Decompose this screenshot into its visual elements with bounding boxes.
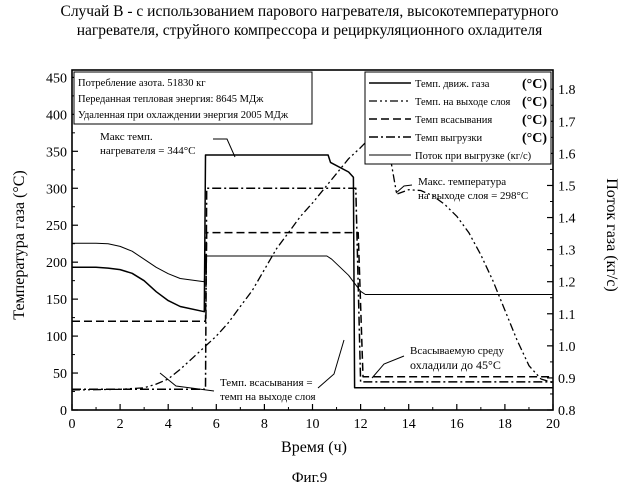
x-tick-label: 16 [450,417,464,432]
x-tick-label: 0 [69,417,76,432]
legend-entry-2: Темп. на выходе слоя [415,97,510,108]
y-tick-label: 150 [46,293,67,308]
x-tick-label: 14 [402,417,416,432]
x-tick-label: 8 [261,417,268,432]
annotation-cooled-line-2: охладили до 45°С [410,358,501,372]
legend-unit-3: (°С) [522,113,547,128]
y2-tick-label: 1.8 [558,83,576,98]
y-tick-label: 50 [53,367,67,382]
x-tick-label: 10 [306,417,320,432]
x-tick-label: 4 [165,417,172,432]
annotation-outlet-max-line-1: Макс. температура [418,176,506,188]
annotation-outlet-max-line-2: на выходе слоя = 298°С [418,190,528,202]
y2-tick-label: 1.4 [558,212,576,227]
x-tick-label: 12 [354,417,368,432]
y2-tick-label: 1.3 [558,244,576,259]
y-axis-label: Температура газа (°С) [11,170,28,319]
legend-entry-1: Темп. движ. газа [415,79,490,90]
annotation-suction-eq-line-1: Темп. всасывания = [220,377,313,389]
legend: Темп. движ. газа (°С) Темп. на выходе слоя… [365,72,551,164]
legend-unit-2: (°С) [522,95,547,110]
annotation-heater-max-line-2: нагревателя = 344°С [100,145,196,157]
y-tick-label: 250 [46,219,67,234]
y2-tick-label: 0.8 [558,404,576,419]
y2-tick-label: 0.9 [558,372,576,387]
annotation-heater-max-line-1: Макс темп. [100,131,153,143]
y2-axis-label: Поток газа (кг/с) [603,178,619,292]
x-tick-label: 6 [213,417,220,432]
y-tick-label: 450 [46,71,67,86]
annotation-cooled-line-1: Всасываемую среду [410,345,504,357]
legend-entry-5: Поток при выгрузке (кг/с) [415,151,532,162]
x-tick-label: 18 [498,417,512,432]
y2-tick-label: 1.1 [558,308,576,323]
y-tick-label: 400 [46,108,67,123]
y-tick-label: 200 [46,256,67,271]
info-box-line: Удаленная при охлаждении энергия 2005 МД… [78,110,289,121]
y-tick-label: 300 [46,182,67,197]
legend-entry-3: Темп всасывания [415,115,492,126]
x-axis-label: Время (ч) [281,439,347,456]
legend-entry-4: Темп выгрузки [415,133,482,144]
y-tick-label: 350 [46,145,67,160]
legend-unit-4: (°С) [522,131,547,146]
y2-tick-label: 1.7 [558,115,576,130]
x-tick-label: 2 [117,417,124,432]
info-box-line: Потребление азота. 51830 кг [78,78,206,89]
figure-label: Фиг.9 [0,470,619,487]
legend-unit-1: (°С) [522,77,547,92]
info-box-line: Переданная тепловая энергия: 8645 МДж [78,94,264,105]
y2-tick-label: 1.2 [558,276,576,291]
info-box: Потребление азота. 51830 кг Переданная те… [74,72,312,124]
y-tick-label: 100 [46,330,67,345]
y2-tick-label: 1.0 [558,340,576,355]
annotation-suction-eq-line-2: темп на выходе слоя [220,391,316,403]
x-tick-label: 20 [546,417,560,432]
y-tick-label: 0 [60,404,67,419]
y2-tick-label: 1.5 [558,179,576,194]
y2-tick-label: 1.6 [558,147,576,162]
